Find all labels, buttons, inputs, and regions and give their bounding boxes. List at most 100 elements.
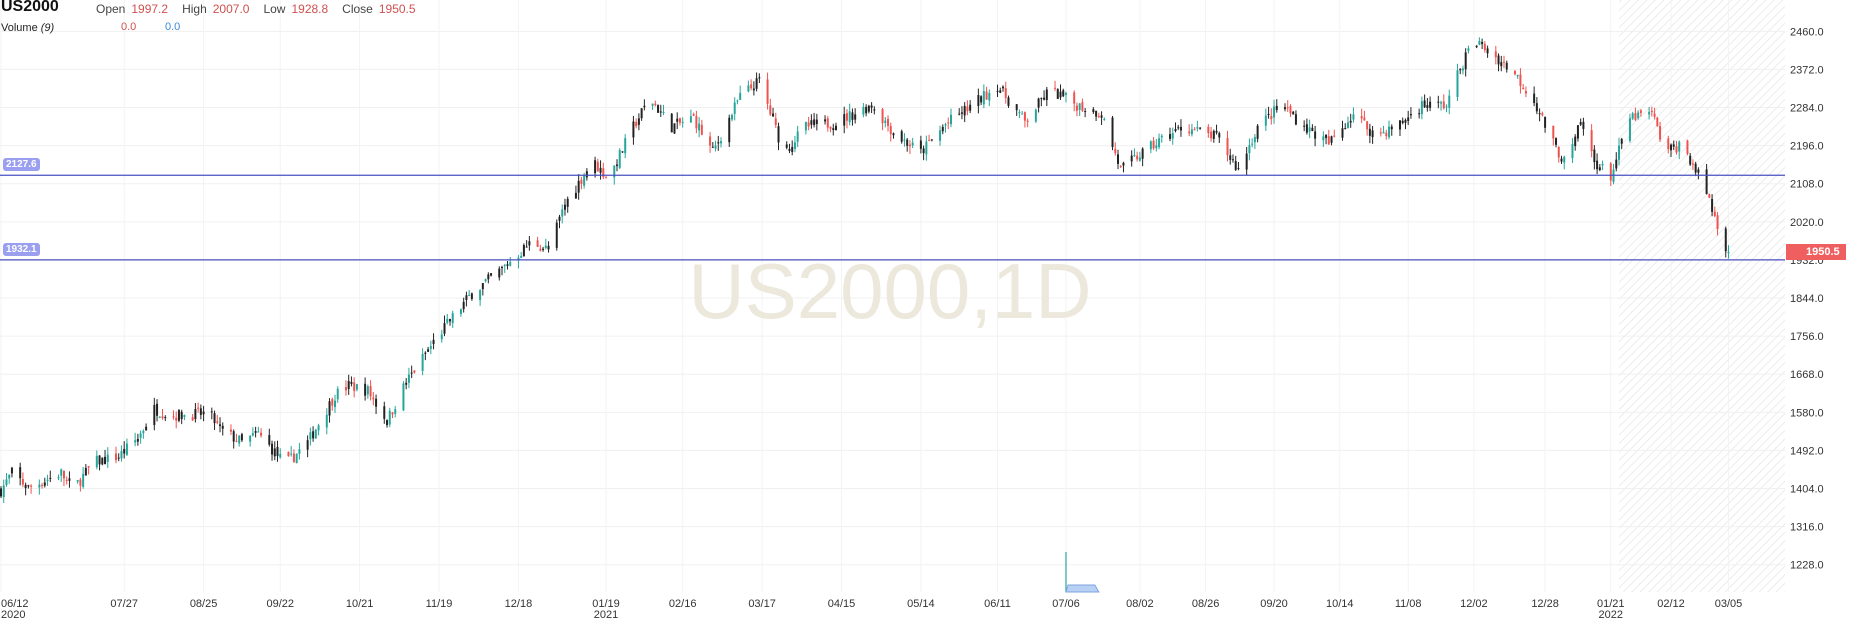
candle-body bbox=[123, 448, 126, 454]
candle-body bbox=[1555, 138, 1558, 145]
x-tick-year: 2020 bbox=[1, 609, 25, 621]
candle-body bbox=[736, 100, 739, 102]
candle-body bbox=[1366, 121, 1369, 130]
candle-body bbox=[498, 268, 501, 278]
candle-body bbox=[180, 411, 183, 420]
candle-body bbox=[375, 398, 378, 407]
x-tick-label: 06/11 bbox=[984, 598, 1011, 610]
candle-body bbox=[621, 151, 624, 153]
candle-body bbox=[772, 113, 775, 117]
candle-body bbox=[2, 485, 5, 498]
candle-body bbox=[84, 467, 87, 476]
candle-body bbox=[1169, 134, 1172, 139]
candle-body bbox=[594, 160, 597, 174]
candle-body bbox=[755, 78, 758, 89]
candle-body bbox=[501, 266, 504, 269]
candle-body bbox=[1218, 133, 1221, 138]
candle-body bbox=[709, 136, 712, 146]
level-label[interactable]: 2127.6 bbox=[3, 158, 40, 172]
candle-body bbox=[1639, 110, 1642, 113]
candle-body bbox=[238, 435, 241, 444]
candles bbox=[0, 37, 1730, 503]
candle-body bbox=[892, 133, 895, 136]
candle-body bbox=[383, 406, 386, 419]
candle-body bbox=[1043, 97, 1046, 100]
candle-body bbox=[605, 177, 608, 179]
candle-body bbox=[599, 167, 602, 173]
candle-body bbox=[407, 374, 410, 383]
x-tick-label: 04/15 bbox=[828, 598, 856, 610]
candle-body bbox=[1478, 41, 1481, 45]
candle-body bbox=[1114, 148, 1117, 154]
candle-body bbox=[1344, 128, 1347, 130]
candle-body bbox=[848, 111, 851, 123]
candle-body bbox=[134, 440, 137, 443]
candle-body bbox=[1656, 117, 1659, 127]
candle-body bbox=[1713, 211, 1716, 217]
candle-body bbox=[1628, 118, 1631, 141]
candle-body bbox=[142, 430, 145, 434]
candle-body bbox=[43, 482, 46, 486]
candle-body bbox=[413, 370, 416, 373]
horizontal-levels[interactable] bbox=[0, 174, 1785, 261]
candle-body bbox=[884, 120, 887, 123]
candle-body bbox=[1179, 126, 1182, 131]
y-axis: 1228.0 1316.0 1404.0 1492.0 1580.0 1668.0 1756… bbox=[1790, 26, 1824, 571]
candle-body bbox=[1190, 129, 1193, 135]
candle-body bbox=[1456, 70, 1459, 97]
y-tick-label: 1404.0 bbox=[1790, 484, 1824, 496]
candle-body bbox=[889, 126, 892, 134]
candle-body bbox=[1360, 116, 1363, 119]
candle-body bbox=[1264, 115, 1267, 126]
candle-body bbox=[561, 209, 564, 217]
candle-body bbox=[698, 123, 701, 131]
candle-body bbox=[720, 141, 723, 144]
candle-body bbox=[1401, 120, 1404, 123]
candle-body bbox=[1516, 74, 1519, 77]
candle-body bbox=[65, 479, 68, 481]
candle-body bbox=[366, 386, 369, 395]
candle-body bbox=[580, 179, 583, 184]
candle-body bbox=[1015, 104, 1018, 111]
candle-body bbox=[350, 381, 353, 384]
candle-body bbox=[739, 92, 742, 100]
candle-body bbox=[1653, 113, 1656, 117]
candle-body bbox=[136, 438, 139, 442]
candle-body bbox=[424, 352, 427, 354]
candle-body bbox=[1494, 51, 1497, 58]
candle-body bbox=[854, 114, 857, 120]
candle-body bbox=[1442, 101, 1445, 109]
candle-body bbox=[807, 122, 810, 127]
candle-body bbox=[1464, 52, 1467, 70]
candle-body bbox=[479, 290, 482, 300]
grid-lines bbox=[0, 0, 1785, 592]
candle-body bbox=[670, 113, 673, 133]
candle-body bbox=[470, 293, 473, 299]
candle-body bbox=[865, 106, 868, 114]
candle-body bbox=[1593, 149, 1596, 163]
candle-body bbox=[1253, 136, 1256, 143]
candle-body bbox=[793, 142, 796, 149]
volume-value-2: 0.0 bbox=[165, 21, 181, 33]
candle-body bbox=[506, 264, 509, 266]
candle-body bbox=[1689, 155, 1692, 165]
level-label[interactable]: 1932.1 bbox=[3, 242, 40, 256]
candle-body bbox=[613, 165, 616, 178]
candle-body bbox=[758, 77, 761, 79]
candle-body bbox=[1341, 128, 1344, 138]
candle-body bbox=[1210, 131, 1213, 139]
candle-body bbox=[1292, 111, 1295, 115]
candle-body bbox=[1423, 100, 1426, 108]
candle-body bbox=[1467, 48, 1470, 51]
candle-body bbox=[484, 279, 487, 282]
candle-body bbox=[1174, 129, 1177, 132]
candle-body bbox=[1314, 131, 1317, 139]
candle-body bbox=[1149, 141, 1152, 150]
candle-body bbox=[1426, 105, 1429, 108]
candle-body bbox=[120, 451, 123, 459]
candle-body bbox=[791, 146, 794, 153]
x-tick-label: 07/06 bbox=[1052, 598, 1080, 610]
candle-body bbox=[637, 118, 640, 125]
candle-body bbox=[1286, 107, 1289, 109]
